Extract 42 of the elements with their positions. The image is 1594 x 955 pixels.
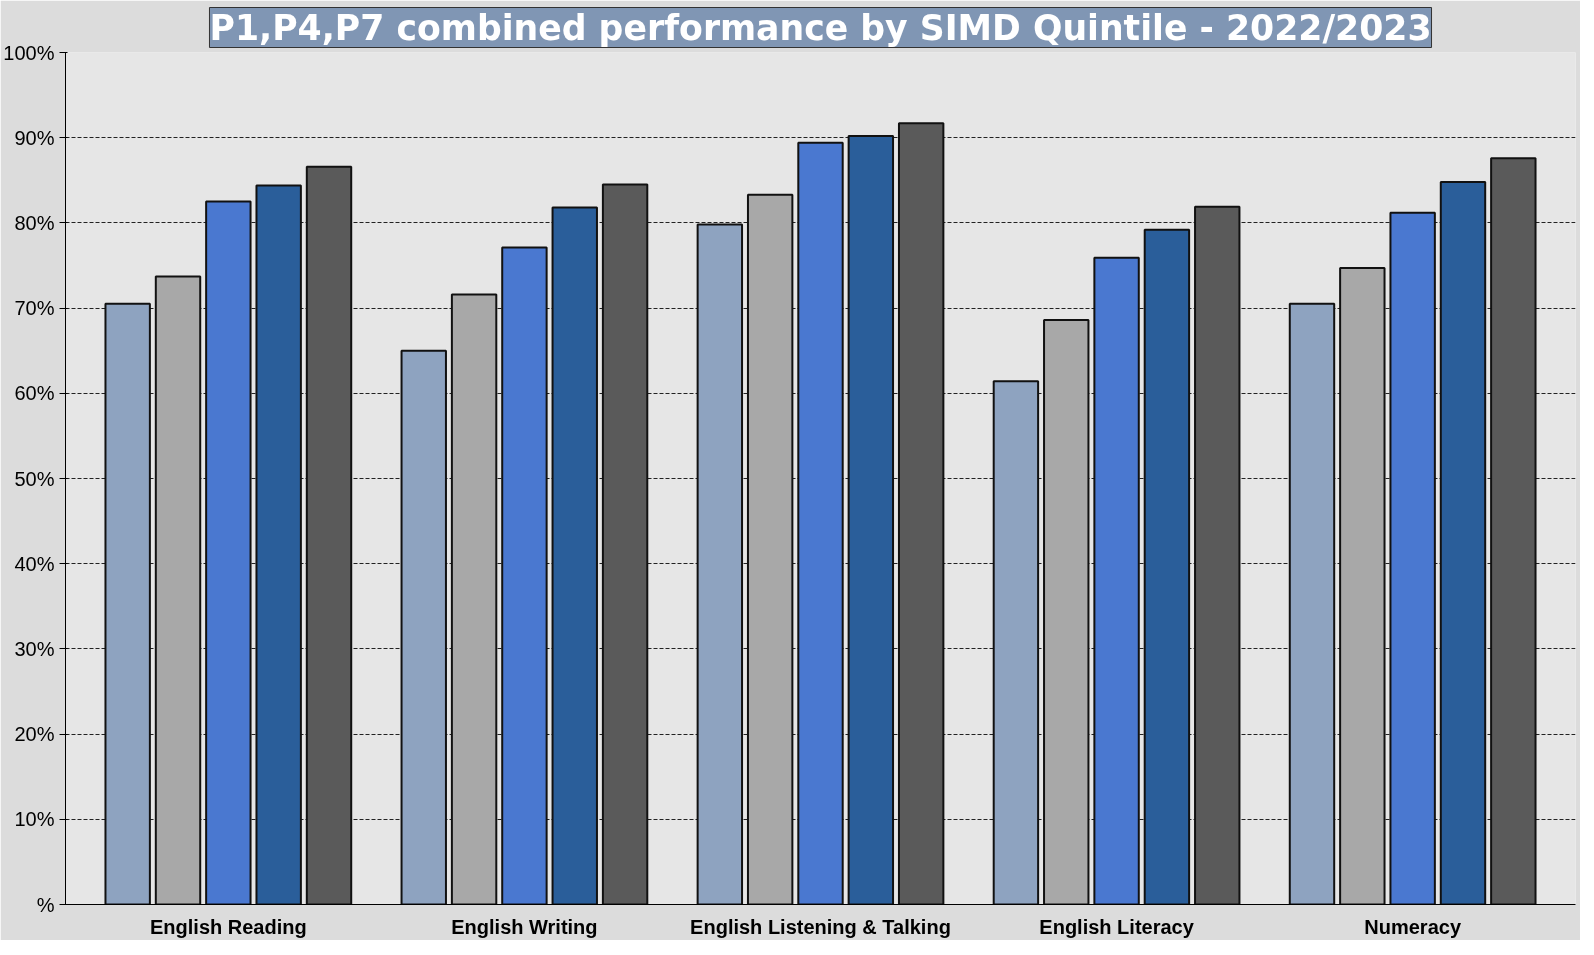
y-tick-label: 80% (14, 211, 55, 234)
bar (847, 135, 895, 905)
bar (1093, 256, 1140, 905)
y-tick-label: 20% (14, 723, 55, 746)
bar (1043, 319, 1090, 905)
bar (205, 200, 252, 905)
chart-title: P1,P4,P7 combined performance by SIMD Quintile - 2022/2023 (209, 7, 1432, 48)
bar (1389, 211, 1436, 905)
bar (1490, 157, 1537, 905)
y-tick-label: 30% (14, 637, 55, 660)
y-tick-label: 40% (14, 552, 55, 575)
bar (400, 349, 447, 905)
bar (601, 183, 649, 905)
bar (154, 275, 202, 905)
x-tick-label: English Literacy (1039, 915, 1195, 938)
bar (1143, 228, 1191, 905)
x-tick-label: English Listening & Talking (690, 915, 951, 938)
bar (1439, 181, 1487, 905)
bar (501, 246, 548, 905)
y-tick-label: 100% (3, 41, 55, 64)
bar (746, 193, 794, 905)
bar (450, 293, 498, 905)
y-tick-label: 90% (14, 126, 55, 149)
bar (104, 302, 151, 905)
y-tick-label: 50% (14, 467, 55, 490)
bar (1339, 267, 1386, 905)
bar (897, 122, 945, 905)
bar (1288, 302, 1336, 905)
bar (992, 380, 1040, 905)
x-tick-label: English Reading (150, 915, 307, 938)
bar (255, 184, 302, 905)
x-tick-label: Numeracy (1364, 915, 1462, 938)
bar (305, 165, 353, 905)
y-tick-label: % (36, 893, 55, 916)
y-tick-label: 70% (14, 297, 55, 320)
y-tick-label: 10% (14, 808, 55, 831)
x-tick-label: English Writing (451, 915, 598, 938)
bar (797, 141, 844, 905)
bar (696, 223, 744, 905)
bar (551, 206, 598, 905)
y-tick-label: 60% (14, 382, 55, 405)
bar (1194, 205, 1241, 905)
